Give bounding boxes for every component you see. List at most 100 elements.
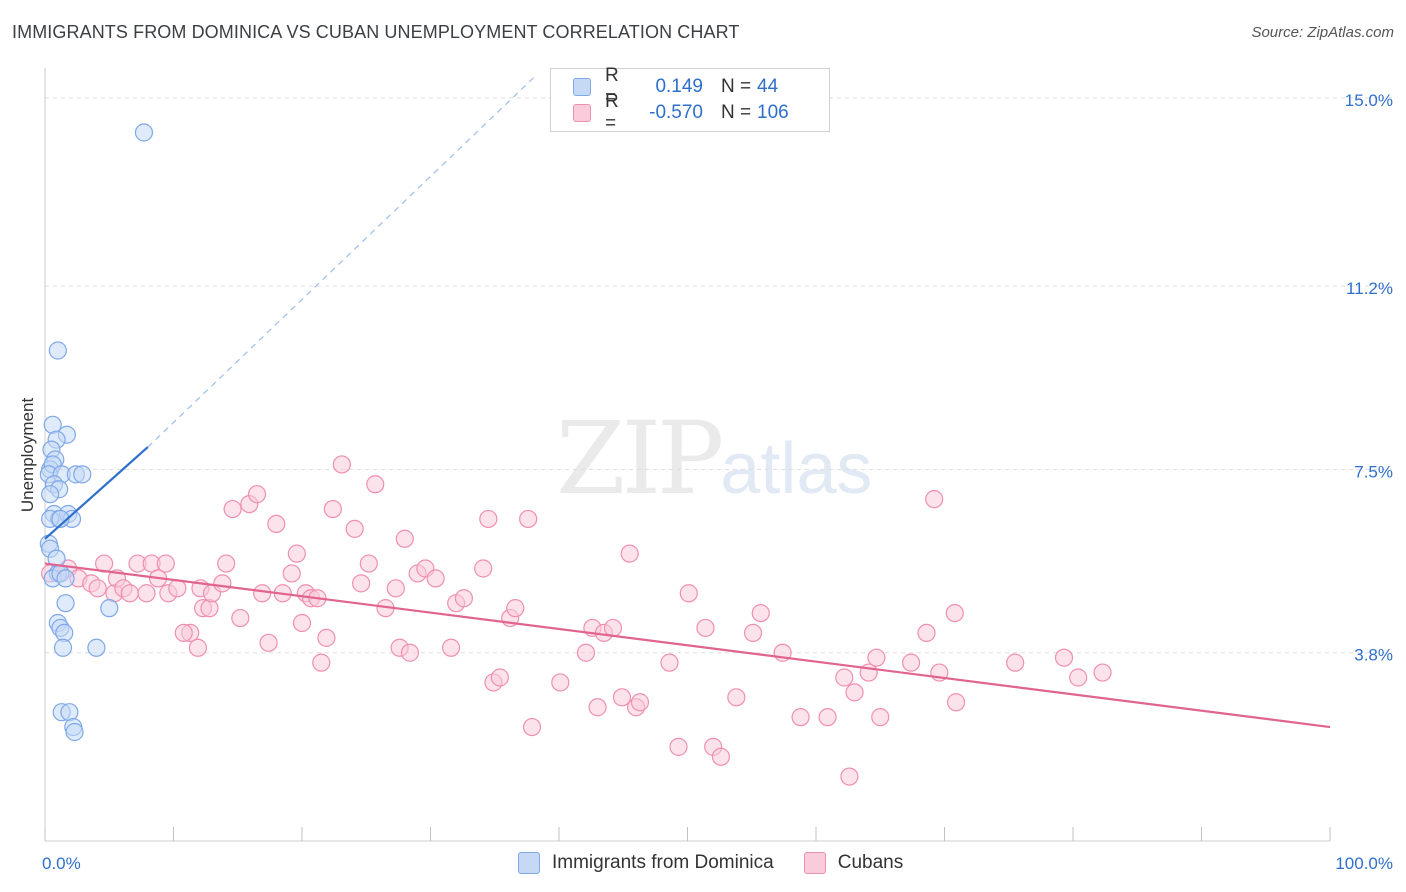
legend-n-label: N = — [721, 102, 752, 123]
trend-extension-dominica — [147, 77, 534, 448]
point-cubans — [835, 668, 854, 687]
point-cubans — [441, 638, 461, 657]
point-cubans — [711, 747, 731, 766]
point-cubans — [669, 737, 688, 756]
point-cubans — [1069, 668, 1088, 687]
point-cubans — [292, 613, 312, 633]
point-cubans — [945, 603, 964, 623]
legend-swatch-dominica — [518, 852, 540, 874]
point-cubans — [168, 579, 187, 598]
point-cubans — [506, 599, 525, 618]
point-cubans — [174, 623, 193, 643]
point-cubans — [395, 529, 414, 548]
trend-line-dominica — [44, 446, 149, 540]
legend-r-value: -0.570 — [649, 102, 703, 123]
point-cubans — [490, 668, 509, 687]
point-dominica — [87, 638, 106, 657]
legend-swatch-dominica — [573, 78, 591, 96]
point-cubans — [474, 559, 493, 578]
point-cubans — [1093, 663, 1112, 682]
legend-n-label: N = — [721, 76, 752, 97]
point-dominica — [48, 341, 67, 360]
point-cubans — [259, 633, 278, 652]
point-cubans — [247, 485, 267, 504]
point-cubans — [359, 554, 378, 573]
point-cubans — [791, 708, 810, 727]
point-cubans — [871, 708, 890, 727]
point-cubans — [612, 688, 632, 707]
point-cubans — [925, 490, 944, 509]
legend-item-cubans[interactable]: Cubans — [803, 852, 903, 874]
point-cubans — [317, 628, 336, 647]
point-cubans — [522, 717, 542, 737]
point-cubans — [332, 455, 351, 474]
point-cubans — [696, 618, 715, 638]
point-cubans — [551, 673, 570, 692]
point-cubans — [818, 708, 837, 727]
point-cubans — [845, 683, 864, 702]
point-cubans — [620, 544, 639, 563]
point-cubans — [519, 509, 538, 529]
point-cubans — [1006, 653, 1025, 672]
point-cubans — [200, 599, 219, 618]
point-cubans — [366, 475, 385, 494]
y-tick-label: 11.2% — [1346, 279, 1393, 298]
legend-item-dominica[interactable]: Immigrants from Dominica — [518, 852, 774, 874]
y-tick-label: 15.0% — [1345, 91, 1393, 110]
y-tick-label: 3.8% — [1354, 646, 1393, 665]
y-axis-label: Unemployment — [18, 398, 37, 513]
legend-r-value: 0.149 — [655, 76, 703, 97]
legend-r-label: R = — [605, 65, 619, 108]
point-cubans — [400, 643, 420, 662]
point-dominica — [73, 465, 92, 484]
point-cubans — [901, 653, 921, 672]
point-cubans — [217, 554, 236, 573]
watermark-zip: ZIP — [556, 400, 724, 517]
point-cubans — [479, 509, 498, 529]
point-cubans — [1054, 648, 1074, 667]
point-cubans — [917, 623, 936, 643]
x-tick-label: 0.0% — [42, 854, 81, 873]
point-cubans — [454, 589, 474, 608]
series-legend: Immigrants from Dominica Cubans — [518, 852, 933, 874]
legend-label-dominica: Immigrants from Dominica — [552, 852, 774, 873]
point-cubans — [743, 623, 763, 643]
x-tick-label: 100.0% — [1335, 854, 1393, 873]
point-cubans — [867, 648, 886, 667]
point-dominica — [65, 722, 84, 742]
point-cubans — [323, 499, 342, 519]
legend-n-value: 44 — [757, 76, 779, 97]
point-dominica — [134, 123, 154, 142]
legend-row-dominica: R = 0.149 N = 44 — [573, 65, 797, 108]
point-cubans — [120, 584, 139, 603]
y-tick-label: 7.5% — [1354, 462, 1393, 481]
point-cubans — [679, 584, 698, 603]
point-cubans — [253, 584, 272, 603]
point-cubans — [840, 767, 859, 786]
point-cubans — [231, 608, 250, 628]
point-cubans — [588, 698, 607, 717]
point-cubans — [88, 579, 107, 598]
point-cubans — [287, 544, 306, 563]
point-dominica — [53, 638, 73, 657]
point-cubans — [352, 574, 371, 593]
point-dominica — [56, 569, 75, 588]
stats-legend: R = 0.149 N = 44 R = -0.570 N = 106 — [550, 65, 830, 134]
legend-n-value: 106 — [757, 102, 789, 123]
point-cubans — [188, 638, 208, 657]
point-cubans — [156, 554, 175, 573]
point-cubans — [213, 574, 232, 593]
legend-r-label: R = — [605, 91, 619, 134]
chart-title: IMMIGRANTS FROM DOMINICA VS CUBAN UNEMPL… — [12, 22, 740, 42]
point-cubans — [386, 579, 405, 598]
point-dominica — [41, 485, 60, 504]
legend-swatch-cubans — [803, 852, 826, 874]
point-cubans — [727, 688, 746, 707]
source-label: Source: ZipAtlas.com — [1251, 24, 1394, 41]
point-dominica — [60, 703, 79, 722]
point-cubans — [630, 693, 650, 712]
point-cubans — [312, 653, 331, 672]
legend-row-cubans: R = -0.570 N = 106 — [573, 91, 797, 134]
point-cubans — [603, 618, 623, 638]
